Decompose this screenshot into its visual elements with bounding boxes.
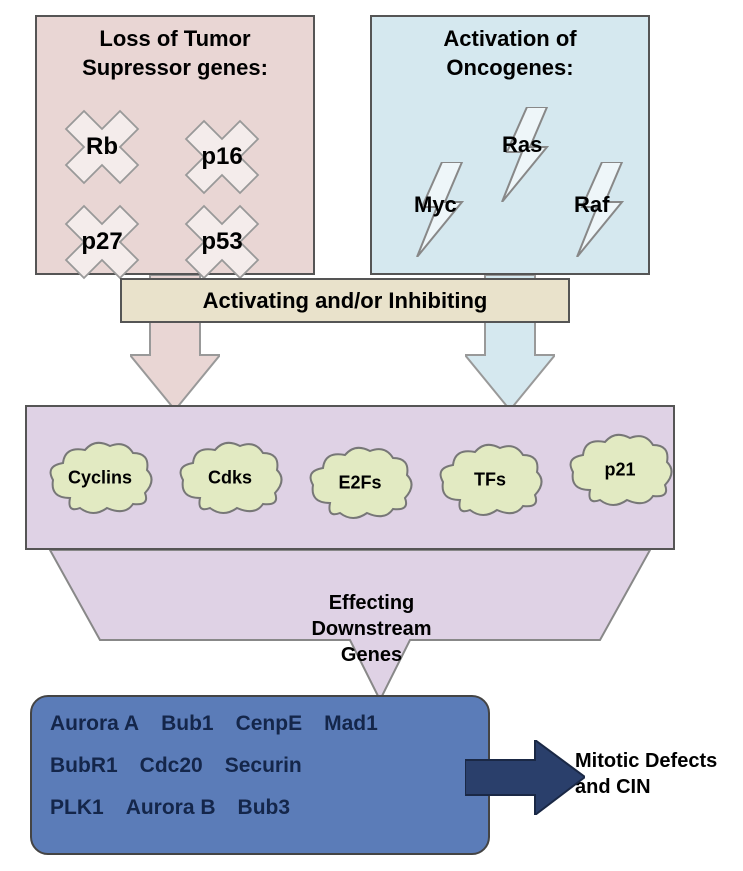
regulator-label-tfs: TFs	[474, 470, 506, 491]
gene-label-rb: Rb	[86, 133, 118, 161]
banner-text: Activating and/or Inhibiting	[203, 288, 488, 314]
downstream-gene-bub1: Bub1	[161, 712, 214, 736]
cross-shape-p53: p53	[177, 197, 267, 287]
downstream-gene-cdc20: Cdc20	[140, 754, 203, 778]
gene-label-p16: p16	[201, 143, 242, 171]
gene-label-ras: Ras	[502, 132, 542, 158]
tumor-suppressor-box: Loss of Tumor Supressor genes: Rb p16 p27 p…	[35, 15, 315, 275]
downstream-gene-bub3: Bub3	[238, 796, 291, 820]
cloud-e2fs: E2Fs	[305, 443, 415, 523]
oncogene-title: Activation of Oncogenes:	[372, 17, 648, 82]
activating-inhibiting-banner: Activating and/or Inhibiting	[120, 278, 570, 323]
downstream-gene-cenpe: CenpE	[236, 712, 303, 736]
downstream-gene-mad1: Mad1	[324, 712, 378, 736]
gene-row-0: Aurora A Bub1 CenpE Mad1	[50, 712, 470, 736]
arrow-right	[465, 740, 585, 815]
gene-label-raf: Raf	[574, 192, 609, 218]
tumor-suppressor-title: Loss of Tumor Supressor genes:	[37, 17, 313, 82]
gene-row-1: BubR1 Cdc20 Securin	[50, 754, 470, 778]
cloud-tfs: TFs	[435, 440, 545, 520]
regulator-label-e2fs: E2Fs	[338, 473, 381, 494]
downstream-genes-box: Aurora A Bub1 CenpE Mad1 BubR1 Cdc20 Securin PL…	[30, 695, 490, 855]
gene-label-myc: Myc	[414, 192, 457, 218]
diagram-container: Loss of Tumor Supressor genes: Rb p16 p27 p…	[0, 0, 743, 871]
regulator-label-p21: p21	[604, 460, 635, 481]
regulator-label-cyclins: Cyclins	[68, 468, 132, 489]
gene-label-p53: p53	[201, 228, 242, 256]
downstream-gene-aurora-b: Aurora B	[126, 796, 216, 820]
regulator-label-cdks: Cdks	[208, 468, 252, 489]
cross-shape-rb: Rb	[57, 102, 147, 192]
effecting-genes-label: Effecting Downstream Genes	[311, 590, 431, 668]
cross-shape-p16: p16	[177, 112, 267, 202]
cloud-cyclins: Cyclins	[45, 438, 155, 518]
gene-row-2: PLK1 Aurora B Bub3	[50, 796, 470, 820]
downstream-gene-securin: Securin	[225, 754, 302, 778]
gene-label-p27: p27	[81, 228, 122, 256]
downstream-gene-plk1: PLK1	[50, 796, 104, 820]
cloud-cdks: Cdks	[175, 438, 285, 518]
cross-shape-p27: p27	[57, 197, 147, 287]
downstream-gene-bubr1: BubR1	[50, 754, 118, 778]
result-text: Mitotic Defects and CIN	[575, 748, 717, 800]
cloud-p21: p21	[565, 430, 675, 510]
downstream-gene-aurora-a: Aurora A	[50, 712, 139, 736]
oncogene-box: Activation of Oncogenes: Ras Myc Raf	[370, 15, 650, 275]
